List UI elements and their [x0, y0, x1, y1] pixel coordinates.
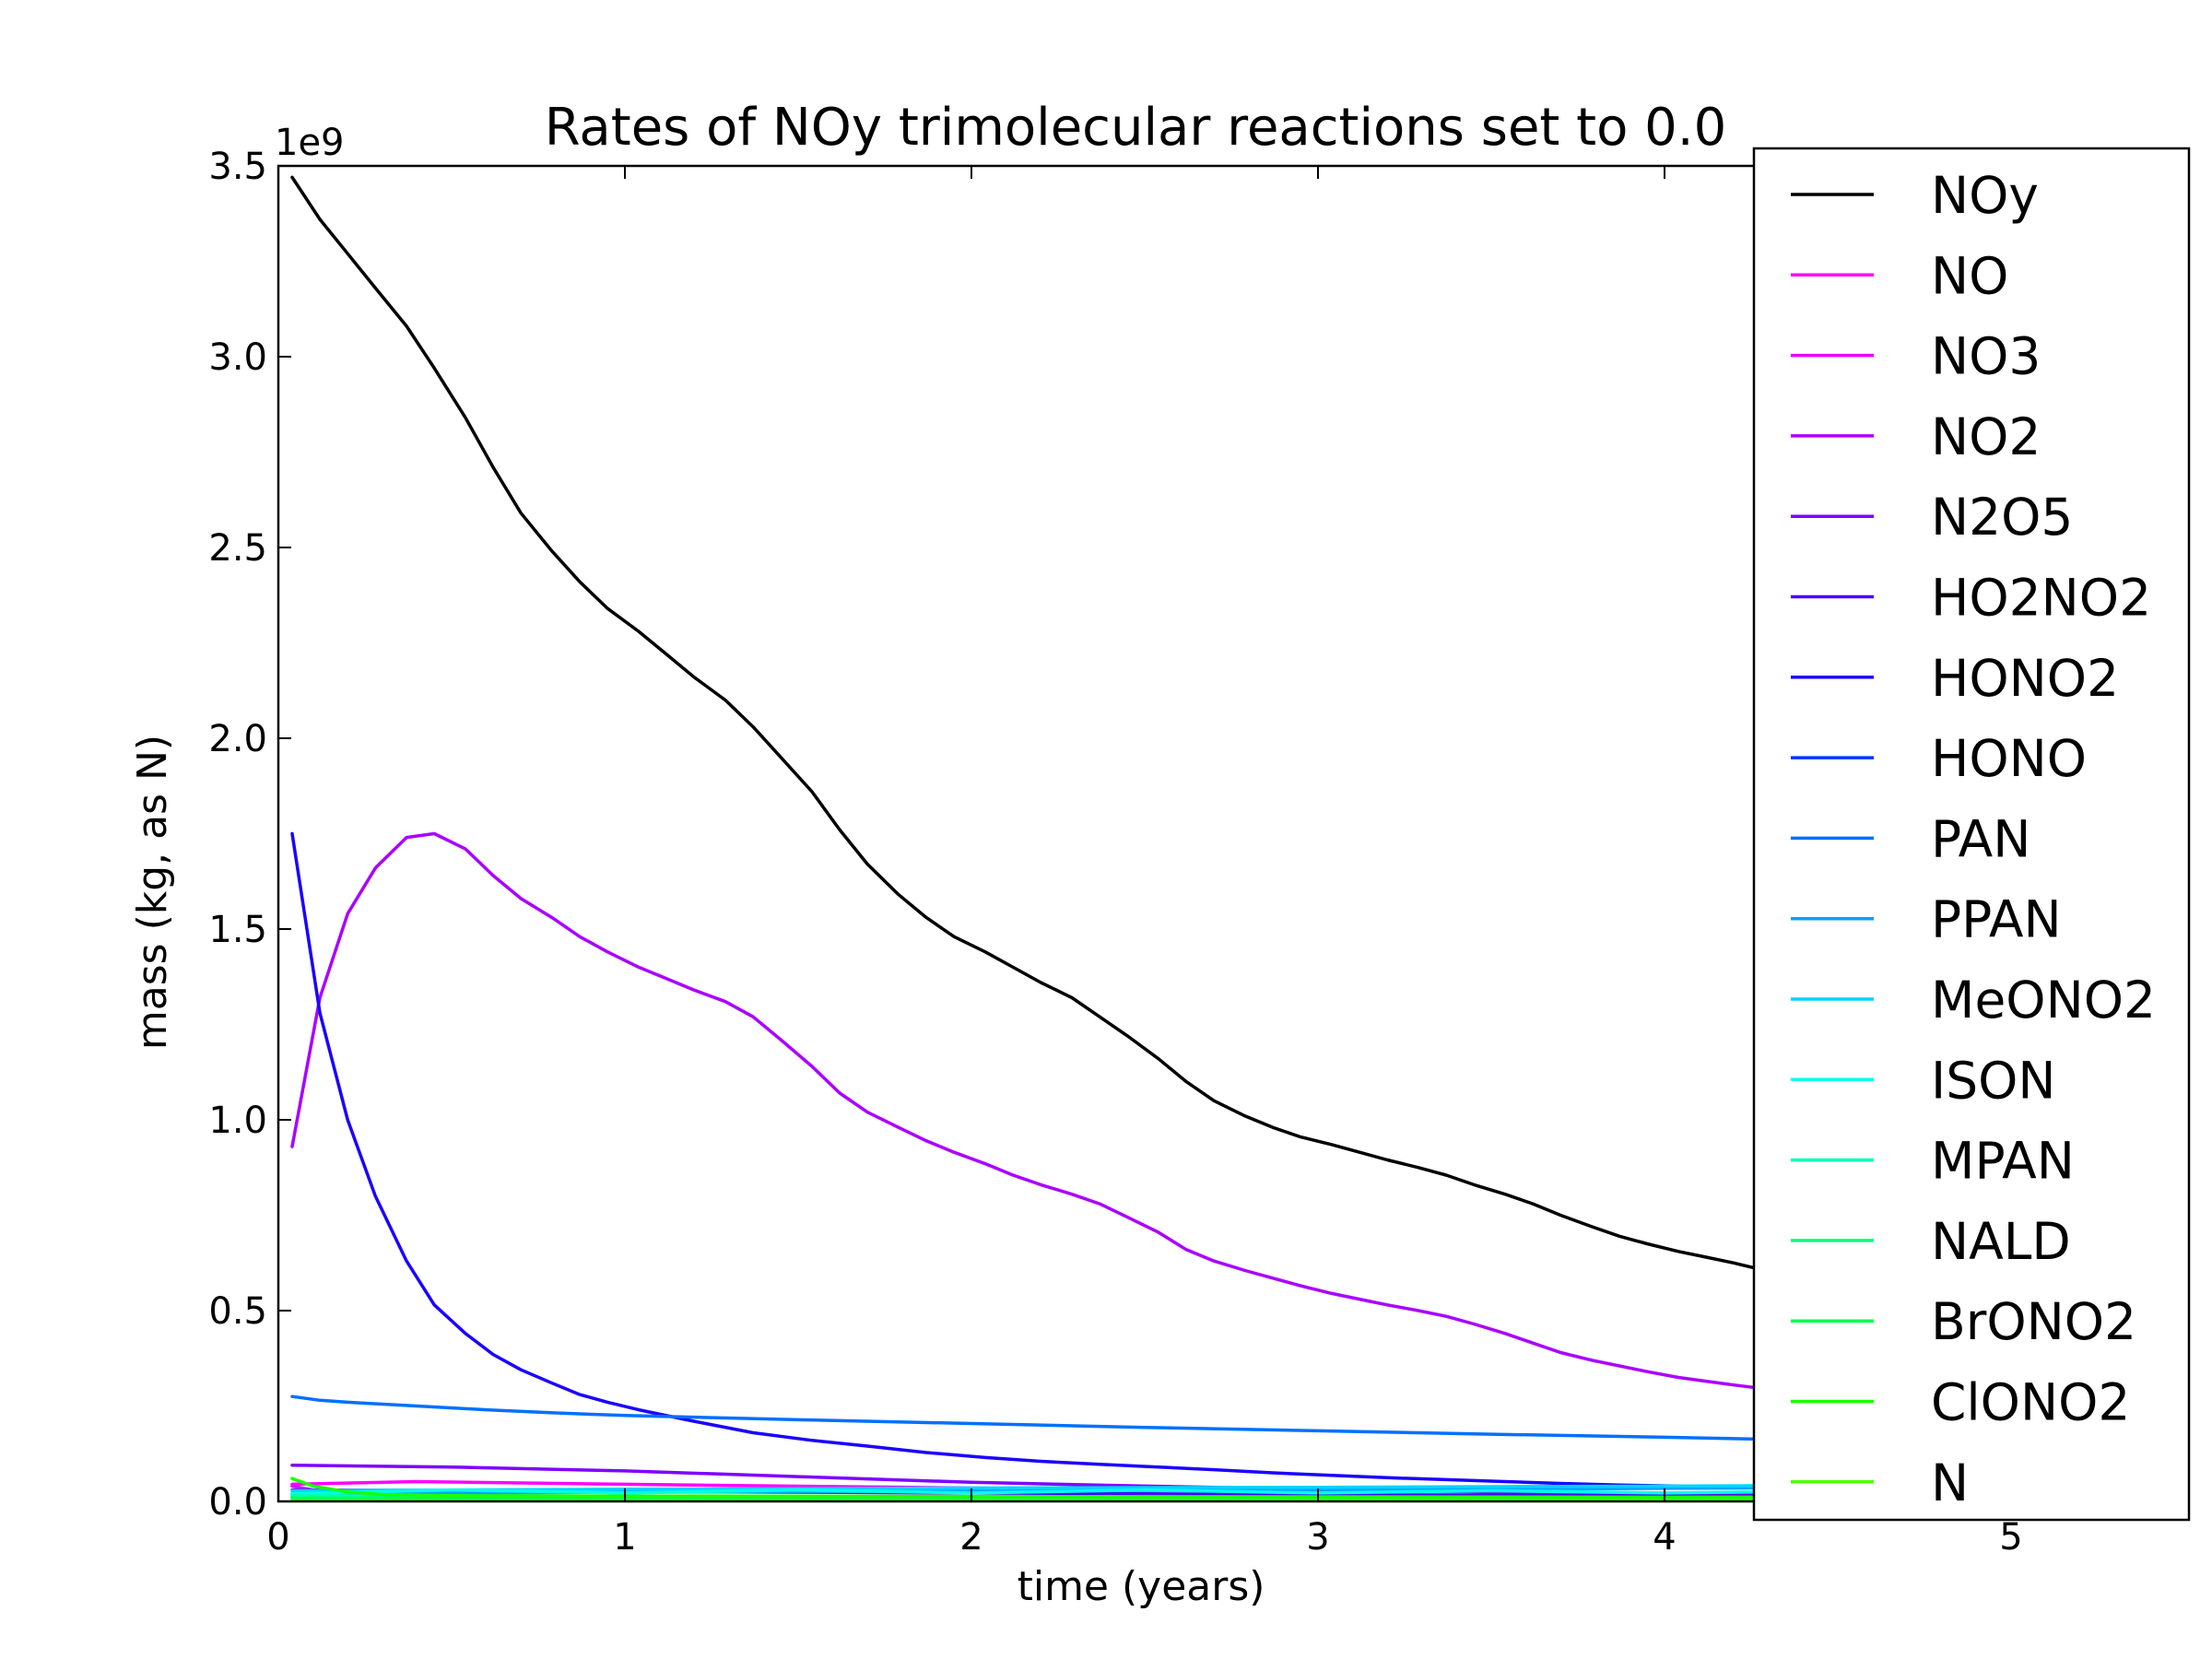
legend: NOy NO NO3 NO2 N2O5 HO2NO2 HONO2 HONO PAN PPAN MeO… [1752, 147, 2191, 1522]
y-tick-label: 0.5 [208, 1290, 267, 1333]
x-axis-title: time (years) [1018, 1563, 1265, 1610]
x-tick-label: 3 [1306, 1516, 1329, 1559]
legend-label: PAN [1931, 809, 2030, 868]
legend-label: MPAN [1931, 1132, 2075, 1191]
y-tick-label: 2.0 [208, 718, 267, 760]
series-line-hono2 [290, 831, 1767, 1490]
legend-box [1752, 147, 2191, 1522]
legend-label: NALD [1931, 1212, 2071, 1271]
legend-label: ISON [1931, 1051, 2056, 1110]
y-tick-label: 1.0 [208, 1100, 267, 1142]
series-line-clono2 [290, 1477, 1767, 1500]
series-lines [290, 175, 1767, 1502]
y-tick-label: 1.5 [208, 909, 267, 951]
legend-label: NO [1931, 246, 2008, 305]
legend-label: N [1931, 1453, 1969, 1512]
legend-label: HO2NO2 [1931, 569, 2151, 628]
series-line-no2 [290, 831, 1767, 1391]
x-tick-label: 2 [959, 1516, 982, 1559]
x-tick-label: 5 [1999, 1516, 2022, 1559]
axis-ticks: 0 1 2 3 4 5 0.0 0.5 1.0 1.5 2.0 2.5 3.0 3.5 [208, 146, 2184, 1559]
chart-title: Rates of NOy trimolecular reactions set … [545, 98, 1726, 158]
y-axis-title: mass (kg, as N) [129, 735, 176, 1050]
legend-label: NO2 [1931, 407, 2041, 466]
legend-label: BrONO2 [1931, 1292, 2136, 1351]
x-tick-label: 0 [266, 1516, 289, 1559]
legend-label: HONO [1931, 729, 2087, 788]
y-tick-label: 0.0 [208, 1481, 267, 1524]
y-tick-label: 3.5 [208, 146, 267, 188]
series-line-noy [290, 175, 1767, 1273]
legend-label: NO3 [1931, 327, 2041, 386]
legend-label: ClONO2 [1931, 1373, 2130, 1432]
y-tick-label: 2.5 [208, 527, 267, 570]
x-tick-label: 4 [1653, 1516, 1676, 1559]
legend-label: HONO2 [1931, 649, 2119, 708]
series-line-pan [290, 1394, 1767, 1441]
legend-label: MeONO2 [1931, 971, 2156, 1030]
legend-label: NOy [1931, 166, 2039, 225]
series-line-ison [290, 1488, 1767, 1496]
y-tick-label: 3.0 [208, 336, 267, 379]
y-offset-label: 1e9 [275, 122, 345, 164]
legend-label: N2O5 [1931, 488, 2073, 547]
legend-label: PPAN [1931, 890, 2062, 949]
x-tick-label: 1 [613, 1516, 636, 1559]
